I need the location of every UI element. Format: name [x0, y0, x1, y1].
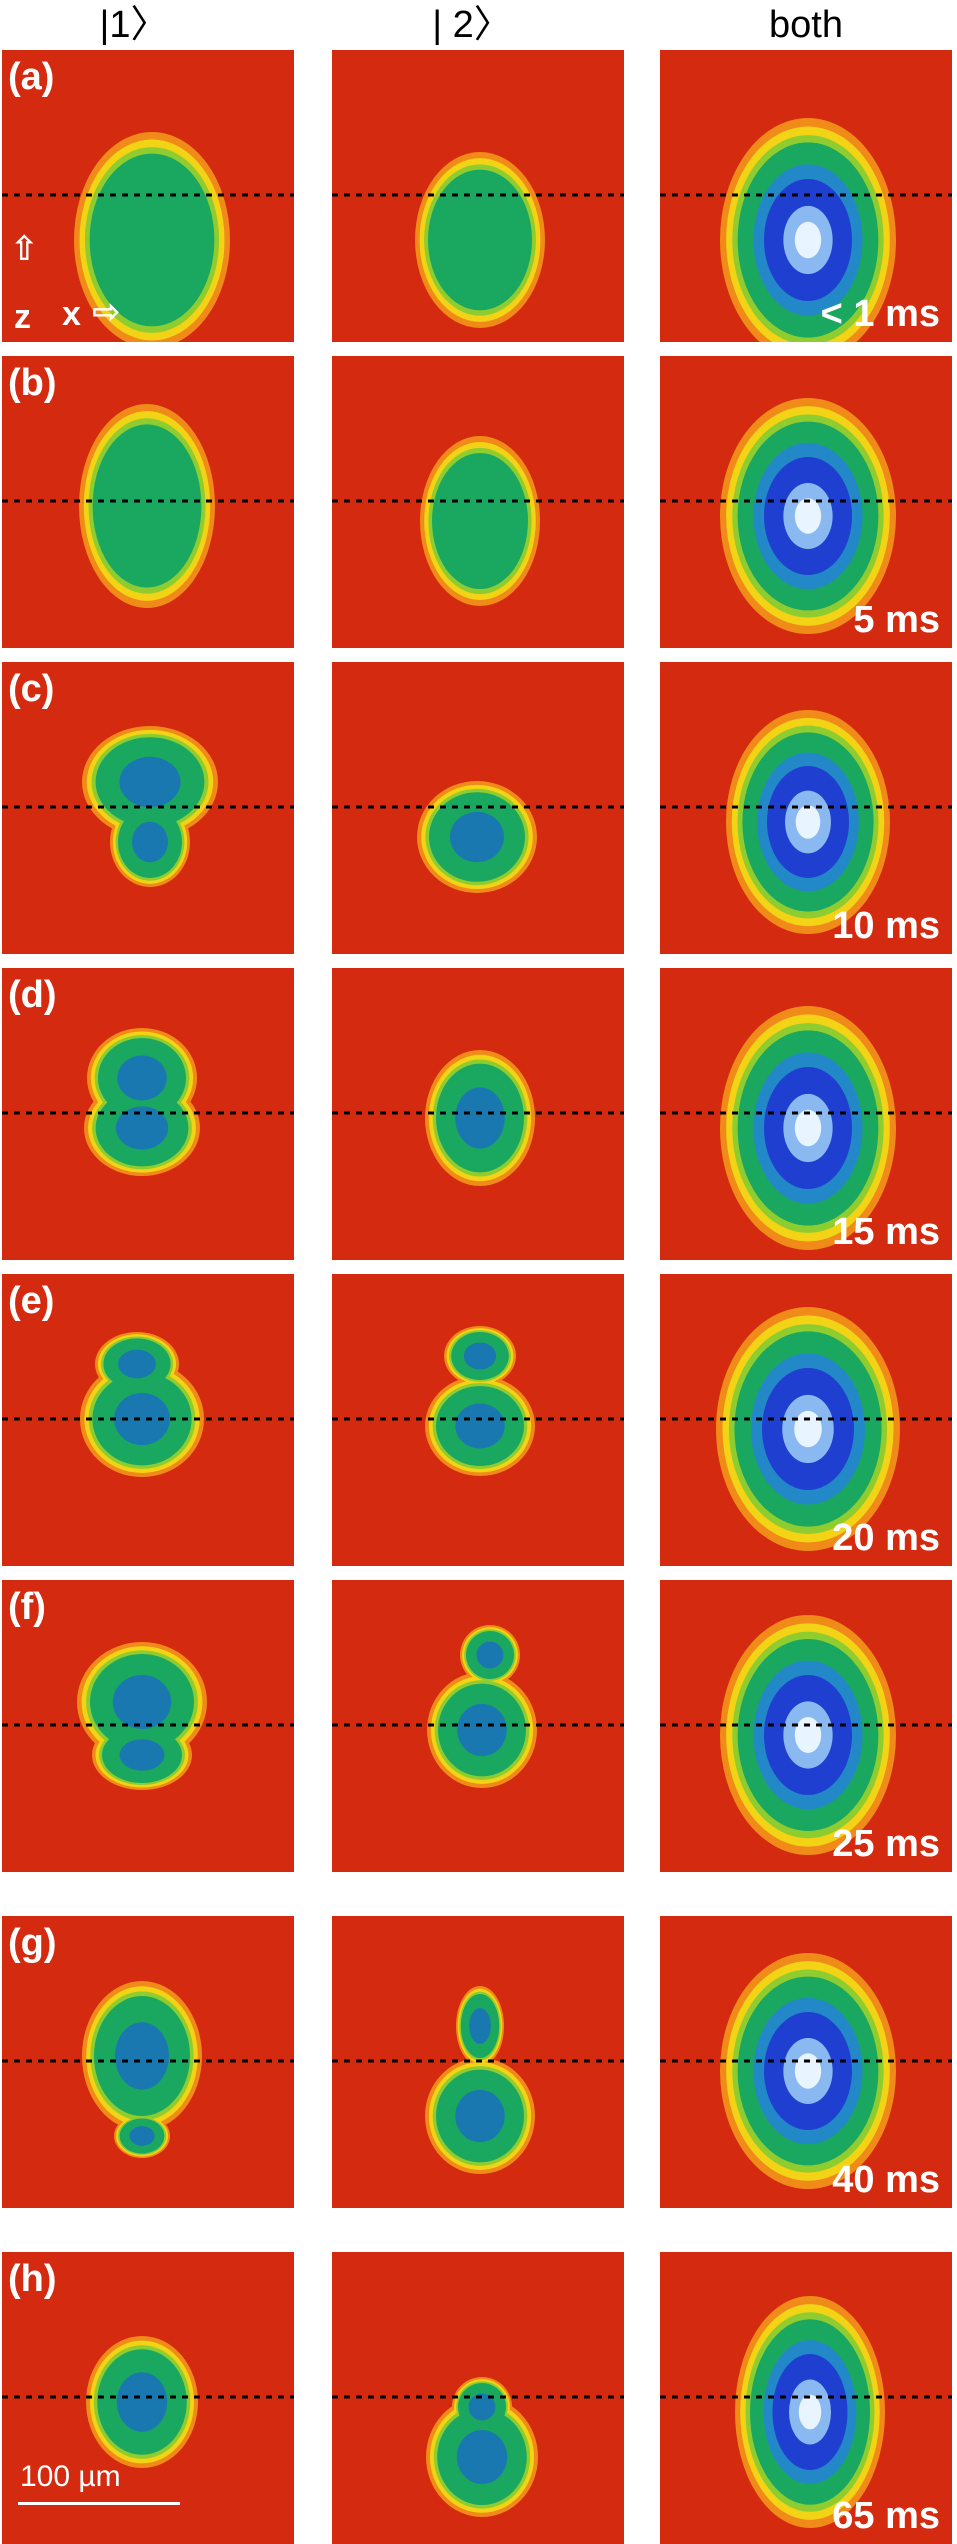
image-panel-f-col3	[660, 1580, 952, 1872]
time-label: 25 ms	[832, 1823, 940, 1865]
image-panel-d-col2	[332, 968, 624, 1260]
image-panel-g-col3	[660, 1916, 952, 2208]
image-panel-e-col1	[2, 1274, 294, 1566]
time-label: < 1 ms	[820, 293, 940, 335]
time-label: 10 ms	[832, 905, 940, 947]
row-label: (a)	[8, 56, 55, 98]
row-label: (e)	[8, 1280, 55, 1322]
x-axis-label: x	[62, 295, 81, 333]
image-panel-f-col2	[332, 1580, 624, 1872]
image-panel-g-col2	[332, 1916, 624, 2208]
image-panel-h-col2	[332, 2252, 624, 2544]
image-panel-g-col1	[2, 1916, 294, 2208]
time-label: 5 ms	[853, 599, 940, 641]
z-axis-arrow-icon: ⇧	[10, 230, 39, 268]
image-panel-d-col1	[2, 968, 294, 1260]
image-panel-a-col3	[660, 50, 952, 342]
row-label: (d)	[8, 974, 57, 1016]
column-header-both: both	[769, 4, 843, 46]
image-panel-c-col2	[332, 662, 624, 954]
image-panel-h-col3	[660, 2252, 952, 2544]
image-panel-b-col3	[660, 356, 952, 648]
scale-bar	[18, 2502, 180, 2505]
image-panel-c-col3	[660, 662, 952, 954]
image-panel-d-col3	[660, 968, 952, 1260]
image-panel-e-col2	[332, 1274, 624, 1566]
time-label: 15 ms	[832, 1211, 940, 1253]
column-header-state2: | 2〉	[432, 4, 512, 46]
image-panel-a-col1	[2, 50, 294, 342]
row-label: (h)	[8, 2258, 57, 2300]
image-panel-h-col1	[2, 2252, 294, 2544]
row-label: (c)	[8, 668, 55, 710]
time-label: 40 ms	[832, 2159, 940, 2201]
image-panel-b-col1	[2, 356, 294, 648]
time-label: 20 ms	[832, 1517, 940, 1559]
row-label: (f)	[8, 1586, 46, 1628]
image-panel-a-col2	[332, 50, 624, 342]
scale-bar-label: 100 µm	[20, 2460, 121, 2493]
z-axis-label: z	[14, 298, 31, 336]
time-label: 65 ms	[832, 2495, 940, 2537]
row-label: (b)	[8, 362, 57, 404]
image-panel-c-col1	[2, 662, 294, 954]
x-axis-arrow-icon: ⇨	[92, 293, 121, 331]
image-panel-f-col1	[2, 1580, 294, 1872]
image-panel-e-col3	[660, 1274, 952, 1566]
image-panel-b-col2	[332, 356, 624, 648]
row-label: (g)	[8, 1922, 57, 1964]
column-header-state1: |1〉	[99, 4, 169, 46]
